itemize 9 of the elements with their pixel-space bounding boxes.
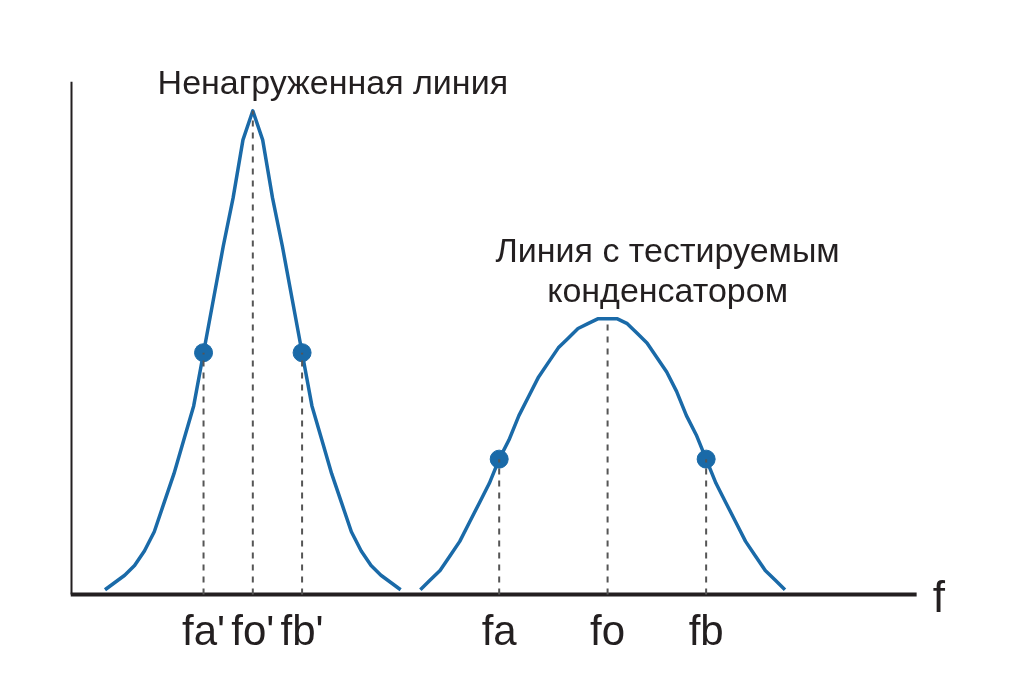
x-tick-label: fb	[688, 606, 724, 654]
annotation: Ненагруженная линия	[157, 62, 509, 101]
x-tick-label: fa'	[182, 606, 226, 654]
x-tick-label: fb'	[280, 606, 324, 654]
x-axis-title: f	[932, 571, 946, 621]
annotation: Линия с тестируемым конденсатором	[495, 230, 840, 309]
x-tick-label: fa	[481, 606, 518, 654]
x-tick-label: fo	[590, 606, 626, 654]
x-tick-label: fo'	[231, 606, 275, 654]
